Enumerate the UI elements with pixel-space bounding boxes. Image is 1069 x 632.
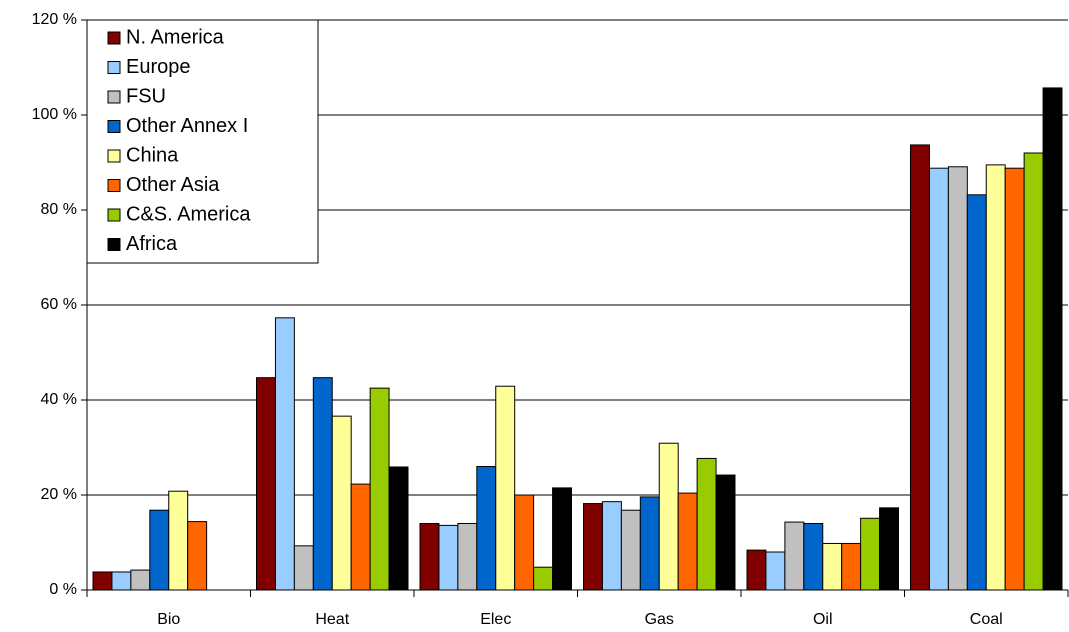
bar xyxy=(928,167,949,591)
legend-swatch xyxy=(107,61,121,74)
legend-label: N. America xyxy=(126,26,225,48)
bar xyxy=(841,542,862,591)
bar xyxy=(350,483,371,591)
x-tick-label: Coal xyxy=(970,611,1003,628)
bar xyxy=(419,523,440,591)
bar xyxy=(765,551,786,591)
bar xyxy=(803,523,824,591)
legend-label: C&S. America xyxy=(126,203,251,225)
x-tick-label: Bio xyxy=(157,611,180,628)
y-tick-label: 0 % xyxy=(49,581,77,598)
bar xyxy=(696,457,717,591)
x-tick-label: Heat xyxy=(315,611,349,628)
bar xyxy=(369,387,390,591)
bar xyxy=(130,569,151,591)
bar xyxy=(438,524,459,591)
bar xyxy=(583,503,603,591)
bar xyxy=(1042,87,1063,591)
y-tick-label: 100 % xyxy=(32,106,77,123)
bar xyxy=(331,415,352,591)
bar xyxy=(533,566,554,591)
y-tick-label: 40 % xyxy=(41,391,77,408)
y-tick-label: 60 % xyxy=(41,296,77,313)
legend-box xyxy=(86,19,319,264)
bar xyxy=(388,466,409,591)
bar xyxy=(495,385,516,591)
legend-swatch xyxy=(107,238,121,251)
bar xyxy=(658,442,679,591)
bar xyxy=(746,549,767,591)
y-tick-label: 80 % xyxy=(41,201,77,218)
y-tick-label: 120 % xyxy=(32,11,77,28)
bar xyxy=(715,474,736,591)
bar xyxy=(92,571,113,591)
bar xyxy=(879,507,899,591)
x-tick-label: Gas xyxy=(645,611,674,628)
bar xyxy=(985,164,1006,591)
bar xyxy=(966,194,987,591)
bar xyxy=(822,542,843,591)
bar xyxy=(168,490,189,591)
bar xyxy=(312,377,333,591)
legend-label: FSU xyxy=(126,85,166,107)
legend-swatch xyxy=(107,149,121,163)
bar xyxy=(947,166,968,591)
bar xyxy=(1004,167,1025,591)
bar xyxy=(601,501,622,591)
x-tick-label: Elec xyxy=(480,611,511,628)
bar xyxy=(274,317,295,591)
bar xyxy=(476,466,497,591)
legend-swatch xyxy=(107,120,121,133)
bar xyxy=(910,144,930,591)
legend-label: Europe xyxy=(126,56,191,78)
bar xyxy=(677,492,698,591)
bar xyxy=(860,517,881,591)
bar xyxy=(784,521,805,591)
legend-swatch xyxy=(107,31,121,45)
bar xyxy=(1023,152,1044,591)
legend-label: Africa xyxy=(126,233,178,255)
bar xyxy=(256,377,276,591)
legend-swatch xyxy=(107,179,121,192)
legend-label: China xyxy=(126,144,179,166)
legend-swatch xyxy=(107,208,121,222)
legend-swatch xyxy=(107,90,121,104)
bar xyxy=(620,509,641,591)
x-tick-label: Oil xyxy=(813,611,833,628)
y-tick-label: 20 % xyxy=(41,486,77,503)
bar xyxy=(514,494,535,591)
legend-label: Other Annex I xyxy=(126,115,248,137)
bar xyxy=(639,496,660,591)
bar xyxy=(187,521,208,591)
legend-label: Other Asia xyxy=(126,174,220,196)
bar xyxy=(149,509,170,591)
bar xyxy=(457,523,478,591)
bar xyxy=(293,545,314,591)
bar xyxy=(111,571,132,591)
bar xyxy=(552,487,572,591)
